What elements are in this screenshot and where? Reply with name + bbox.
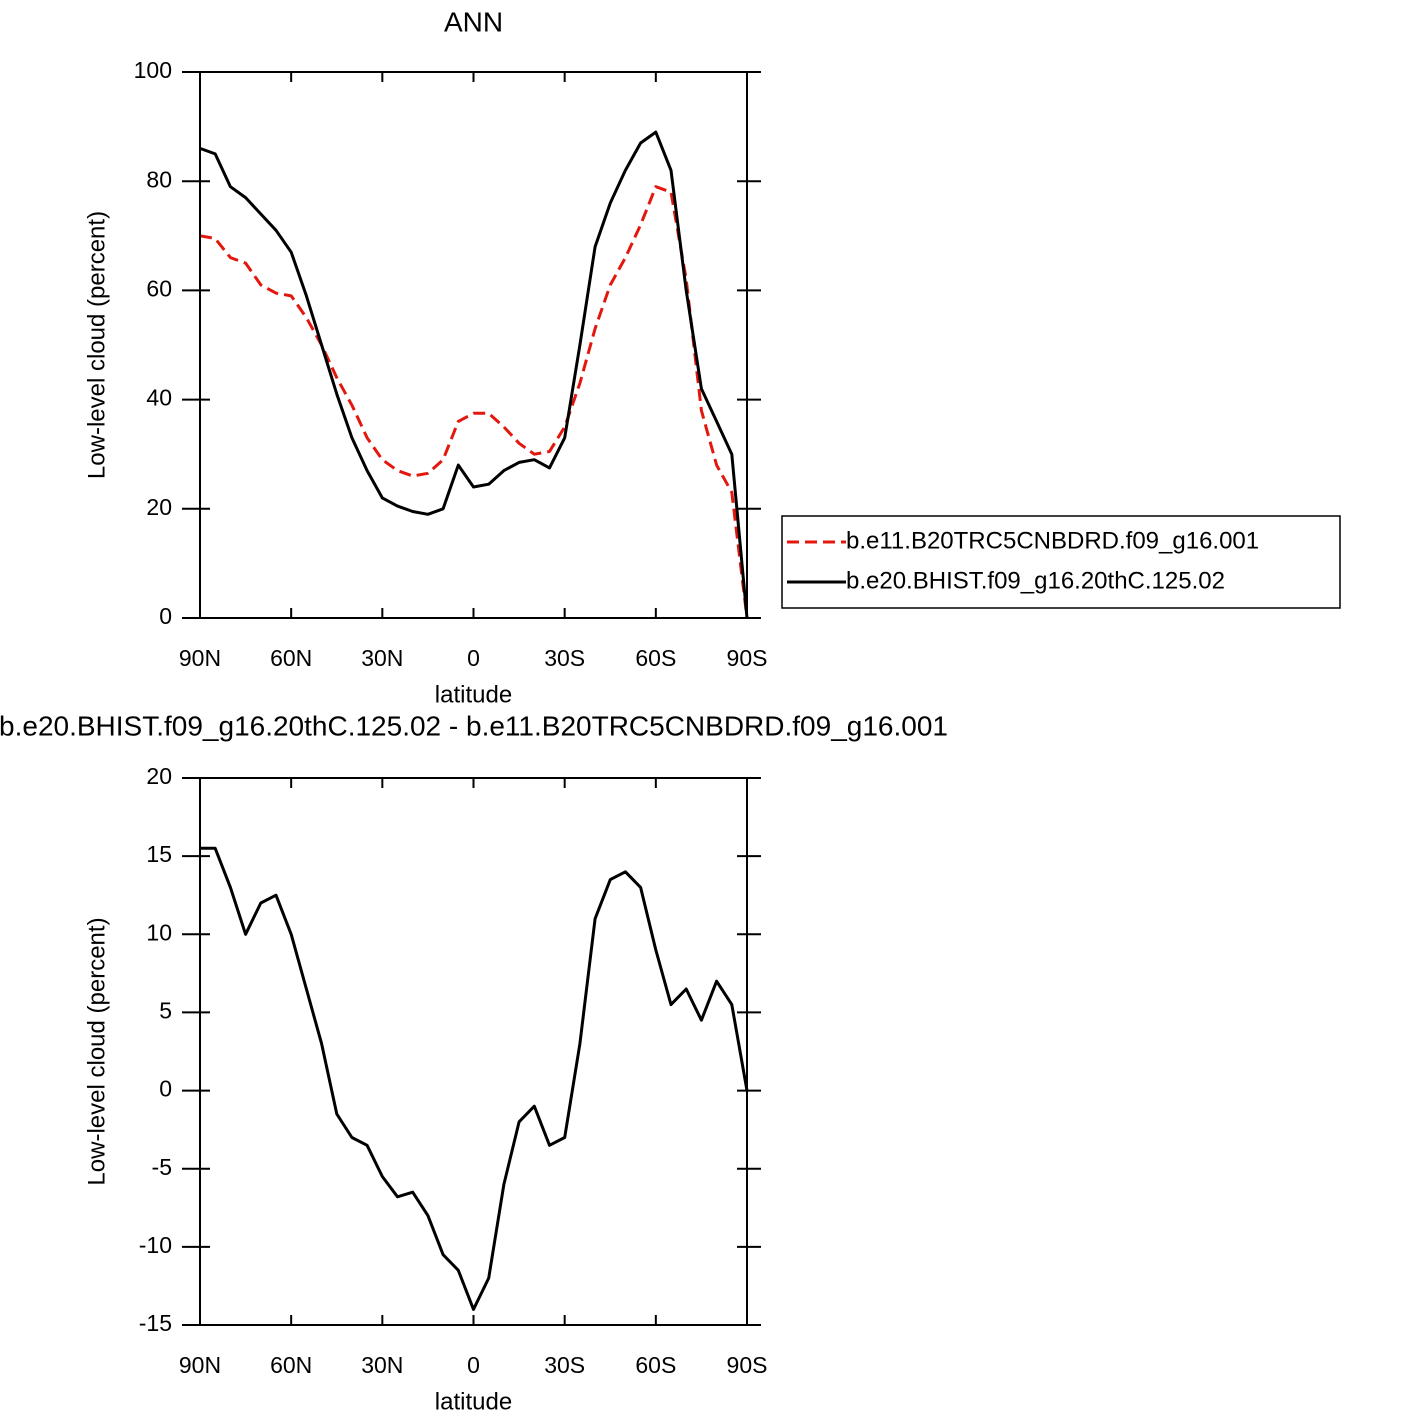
y-tick-label: 20: [146, 494, 172, 520]
data-line: [200, 846, 749, 1311]
y-tick-label: 40: [146, 385, 172, 411]
y-tick-label: 80: [146, 166, 172, 192]
y-tick-label: 20: [146, 763, 172, 789]
chart-title: ANN: [444, 6, 503, 37]
y-tick-label: 10: [146, 919, 172, 945]
x-tick-label: 90N: [179, 1352, 221, 1378]
y-tick-label: 0: [159, 1076, 172, 1102]
y-tick-label: -10: [139, 1232, 172, 1258]
chart-title: b.e20.BHIST.f09_g16.20thC.125.02 - b.e11…: [0, 710, 948, 741]
y-tick-label: -5: [152, 1154, 172, 1180]
legend-box: [781, 515, 1341, 609]
x-tick-label: 60N: [270, 645, 312, 671]
y-tick-label: -15: [139, 1310, 172, 1336]
x-tick-label: 60S: [635, 1352, 676, 1378]
y-axis-label: Low-level cloud (percent): [83, 917, 110, 1185]
x-tick-label: 0: [467, 645, 480, 671]
data-line: [199, 185, 749, 619]
legend-label: b.e20.BHIST.f09_g16.20thC.125.02: [846, 567, 1225, 594]
y-tick-label: 15: [146, 841, 172, 867]
x-tick-label: 30S: [544, 1352, 585, 1378]
x-axis-label: latitude: [435, 1388, 512, 1415]
legend-label: b.e11.B20TRC5CNBDRD.f09_g16.001: [846, 527, 1259, 554]
x-tick-label: 90N: [179, 645, 221, 671]
x-tick-label: 60N: [270, 1352, 312, 1378]
x-axis-label: latitude: [435, 681, 512, 708]
x-tick-label: 30N: [361, 645, 403, 671]
plot-frame: [199, 71, 748, 619]
y-tick-label: 5: [159, 998, 172, 1024]
y-tick-label: 60: [146, 275, 172, 301]
x-tick-label: 30N: [361, 1352, 403, 1378]
plot-frame: [199, 777, 748, 1326]
y-tick-label: 100: [134, 57, 172, 83]
y-tick-label: 0: [159, 603, 172, 629]
x-tick-label: 90S: [727, 1352, 768, 1378]
y-axis-label: Low-level cloud (percent): [83, 211, 110, 479]
x-tick-label: 30S: [544, 645, 585, 671]
x-tick-label: 60S: [635, 645, 676, 671]
x-tick-label: 0: [467, 1352, 480, 1378]
x-tick-label: 90S: [727, 645, 768, 671]
data-line: [199, 130, 749, 619]
